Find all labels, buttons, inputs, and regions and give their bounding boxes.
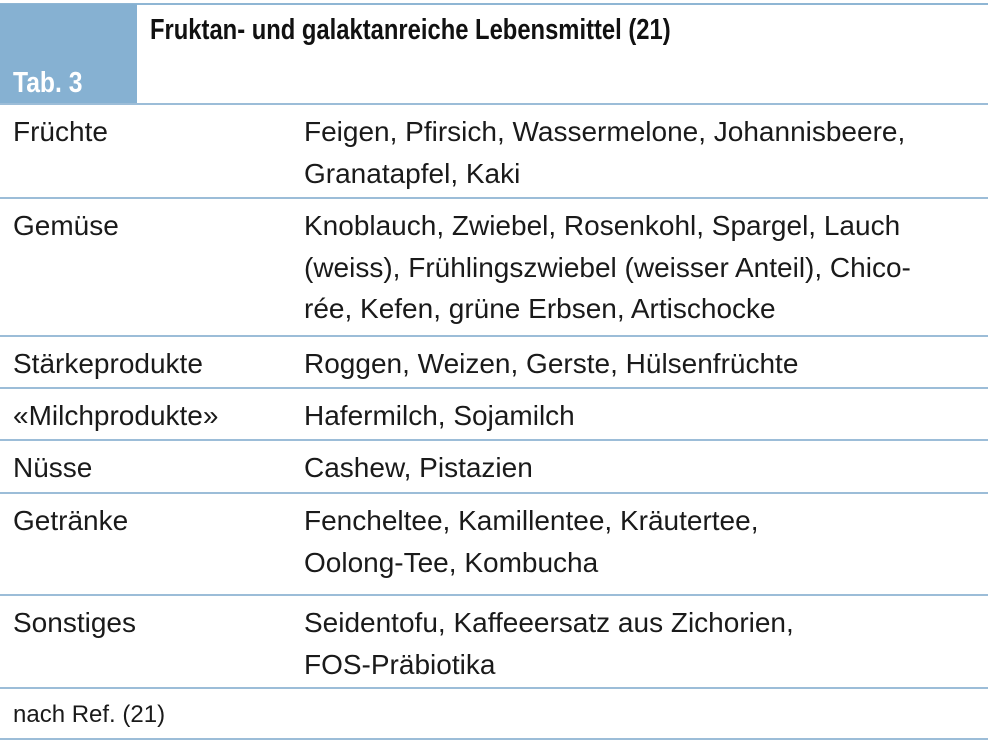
table-title: Fruktan- und galaktanreiche Lebensmittel…	[150, 14, 671, 46]
row-category: Sonstiges	[13, 607, 136, 638]
row-foods: Seidentofu, Kaffeeersatz aus Zichorien, …	[304, 607, 794, 680]
table-row: Nüsse Cashew, Pistazien	[0, 439, 988, 493]
row-category: Gemüse	[13, 210, 119, 241]
table-row: Früchte Feigen, Pfirsich, Wassermelone, …	[0, 103, 988, 198]
row-foods: Roggen, Weizen, Gerste, Hülsenfrüchte	[304, 348, 799, 379]
table-label-box: Tab. 3	[0, 4, 137, 104]
table-row: Stärkeprodukte Roggen, Weizen, Gerste, H…	[0, 335, 988, 388]
table-row: Sonstiges Seidentofu, Kaffeeersatz aus Z…	[0, 594, 988, 688]
row-foods: Fencheltee, Kamillentee, Kräutertee, Ool…	[304, 505, 759, 578]
footnote: nach Ref. (21)	[13, 701, 166, 728]
table-footnote-row: nach Ref. (21)	[0, 687, 988, 739]
table-row: «Milchprodukte» Hafermilch, Sojamilch	[0, 387, 988, 440]
table-label: Tab. 3	[13, 67, 83, 99]
row-foods: Cashew, Pistazien	[304, 452, 533, 483]
row-category: «Milchprodukte»	[13, 400, 219, 431]
row-category: Früchte	[13, 116, 108, 147]
bottom-rule	[0, 738, 988, 740]
row-category: Stärkeprodukte	[13, 348, 203, 379]
row-foods: Feigen, Pfirsich, Wassermelone, Johannis…	[304, 116, 906, 189]
top-rule	[0, 3, 988, 5]
row-category: Nüsse	[13, 452, 93, 483]
row-foods: Knoblauch, Zwiebel, Rosenkohl, Spargel, …	[304, 210, 911, 324]
row-foods: Hafermilch, Sojamilch	[304, 400, 575, 431]
table-row: Getränke Fencheltee, Kamillentee, Kräute…	[0, 492, 988, 595]
row-category: Getränke	[13, 505, 129, 536]
table-row: Gemüse Knoblauch, Zwiebel, Rosenkohl, Sp…	[0, 197, 988, 336]
